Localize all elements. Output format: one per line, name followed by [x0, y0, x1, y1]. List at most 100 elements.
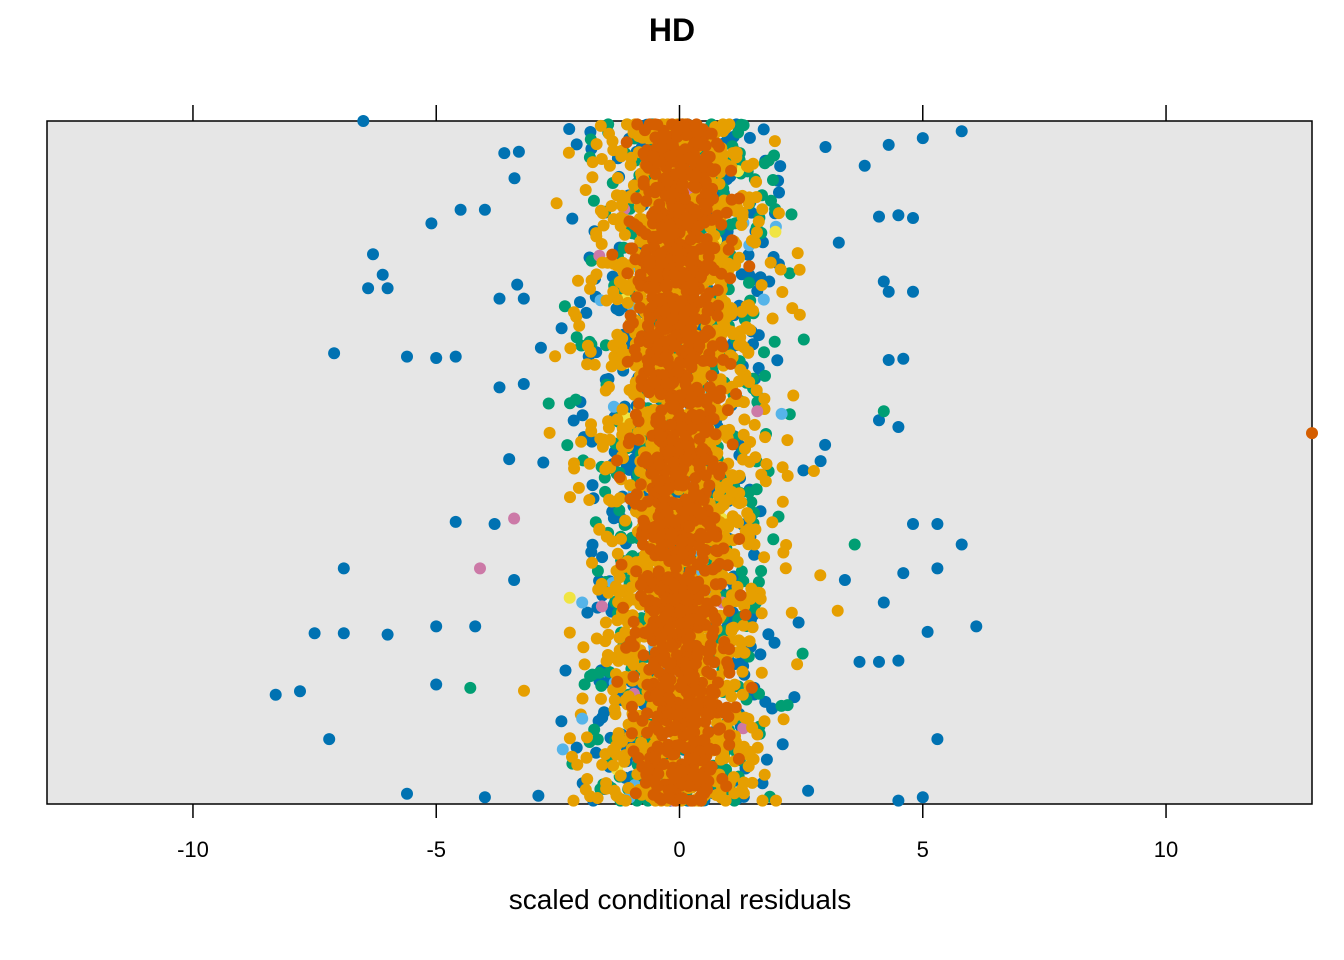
data-point	[654, 385, 667, 398]
outlier-point	[848, 538, 861, 551]
data-point	[670, 498, 682, 510]
data-point	[630, 350, 643, 363]
data-point	[724, 572, 737, 585]
data-point	[787, 389, 800, 402]
data-point	[769, 225, 782, 238]
data-point	[692, 489, 705, 502]
data-point	[715, 791, 728, 804]
data-point	[743, 376, 756, 388]
data-point	[684, 233, 697, 246]
data-point	[637, 649, 650, 662]
outlier-point	[328, 347, 341, 360]
data-point	[709, 578, 722, 591]
outlier-point	[508, 512, 521, 525]
data-point	[776, 495, 789, 508]
outlier-point	[430, 352, 443, 364]
data-point	[580, 306, 593, 319]
data-point	[703, 708, 716, 721]
data-point	[722, 660, 735, 672]
data-point	[585, 418, 597, 431]
outlier-point	[464, 681, 477, 694]
data-point	[685, 391, 698, 404]
data-point	[590, 230, 603, 243]
data-point	[699, 354, 712, 367]
data-point	[647, 280, 660, 293]
data-point	[628, 388, 641, 401]
data-point	[595, 692, 607, 705]
data-point	[550, 197, 563, 210]
data-point	[754, 592, 767, 605]
data-point	[605, 200, 618, 212]
data-point	[549, 350, 562, 363]
data-point	[744, 323, 757, 336]
data-point	[543, 426, 556, 439]
data-point	[704, 763, 717, 776]
data-point	[750, 384, 763, 397]
data-point	[600, 777, 613, 790]
data-point	[621, 296, 634, 309]
data-point	[630, 565, 643, 578]
outlier-point	[873, 210, 885, 223]
data-point	[701, 259, 713, 271]
data-point	[713, 468, 726, 481]
data-point	[781, 434, 794, 447]
data-point	[743, 131, 756, 144]
data-point	[657, 758, 670, 770]
data-point	[686, 277, 699, 290]
data-point	[725, 234, 738, 247]
data-point	[774, 160, 787, 173]
data-point	[616, 403, 629, 416]
data-point	[689, 181, 702, 194]
data-point	[611, 675, 624, 688]
data-point	[568, 462, 581, 475]
data-point	[661, 506, 674, 519]
data-point	[576, 692, 589, 705]
data-point	[717, 353, 730, 366]
data-point	[742, 248, 755, 261]
data-point	[634, 301, 647, 314]
data-point	[586, 479, 599, 492]
data-point	[706, 688, 719, 701]
data-point	[627, 179, 640, 192]
outlier-point	[897, 352, 910, 365]
data-point	[567, 794, 580, 807]
data-point	[646, 209, 659, 222]
data-point	[696, 546, 709, 559]
outlier-point	[517, 292, 530, 305]
data-point	[634, 579, 647, 591]
data-point	[627, 670, 640, 683]
outlier-point	[367, 248, 379, 261]
data-point	[819, 438, 832, 451]
data-point	[732, 338, 745, 351]
data-point	[727, 328, 740, 340]
data-point	[737, 119, 750, 132]
data-point	[735, 565, 748, 578]
data-point	[759, 369, 771, 382]
data-point	[615, 150, 628, 163]
data-point	[629, 253, 642, 266]
data-point	[730, 388, 742, 400]
data-point	[691, 126, 704, 139]
data-point	[616, 199, 629, 212]
data-point	[584, 282, 596, 295]
data-point	[759, 431, 772, 444]
data-point	[745, 496, 758, 509]
data-point	[614, 333, 627, 346]
data-point	[593, 523, 606, 536]
data-point	[683, 520, 696, 533]
data-point	[657, 128, 670, 141]
data-point	[743, 276, 755, 289]
outlier-point	[401, 787, 413, 800]
data-point	[693, 613, 706, 626]
data-point	[632, 415, 645, 428]
data-point	[690, 371, 703, 384]
data-point	[698, 733, 710, 746]
outlier-point	[907, 285, 919, 298]
data-point	[709, 428, 722, 441]
outlier-point	[493, 292, 506, 305]
data-point	[723, 729, 736, 742]
data-point	[747, 304, 759, 317]
outlier-point	[873, 655, 885, 668]
data-point	[636, 455, 649, 468]
outlier-point	[907, 518, 919, 530]
